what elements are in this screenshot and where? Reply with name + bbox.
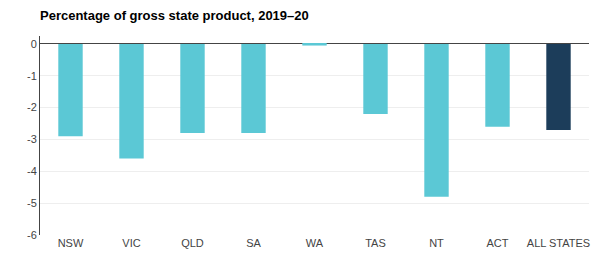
svg-text:WA: WA xyxy=(306,237,324,249)
svg-text:ACT: ACT xyxy=(487,237,509,249)
svg-text:TAS: TAS xyxy=(365,237,386,249)
svg-text:-2: -2 xyxy=(27,101,37,113)
svg-text:VIC: VIC xyxy=(122,237,140,249)
svg-text:ALL STATES: ALL STATES xyxy=(527,237,590,249)
svg-text:-1: -1 xyxy=(27,70,37,82)
svg-text:QLD: QLD xyxy=(181,237,204,249)
svg-text:-5: -5 xyxy=(27,197,37,209)
svg-text:Percentage of gross state prod: Percentage of gross state product, 2019–… xyxy=(40,8,309,23)
svg-text:NSW: NSW xyxy=(58,237,84,249)
svg-text:-6: -6 xyxy=(27,229,37,241)
svg-text:SA: SA xyxy=(246,237,261,249)
svg-text:-4: -4 xyxy=(27,165,37,177)
svg-text:-3: -3 xyxy=(27,133,37,145)
svg-text:NT: NT xyxy=(429,237,444,249)
svg-text:0: 0 xyxy=(31,38,37,50)
